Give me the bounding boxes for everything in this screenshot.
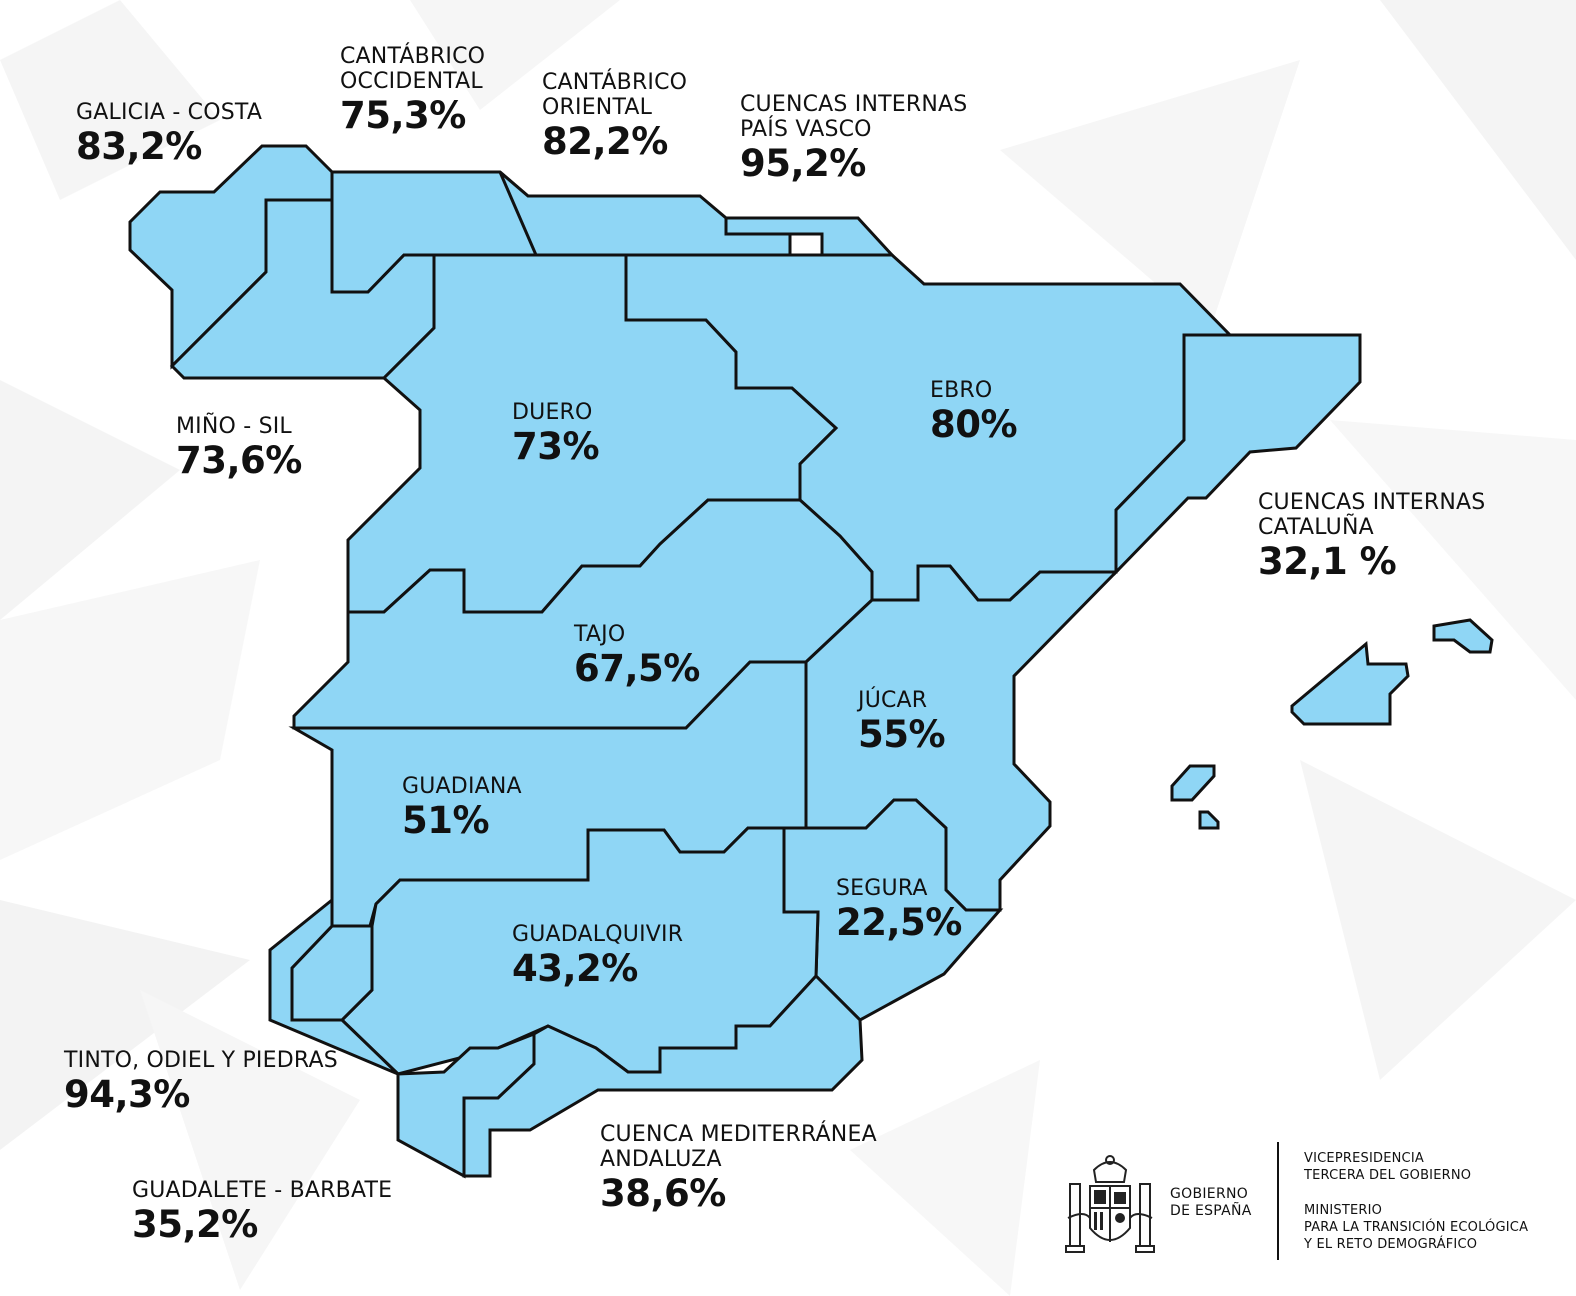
label-cantabrico-oriental: CANTÁBRICO ORIENTAL 82,2% [542,70,687,160]
island-mallorca[interactable] [1290,641,1410,726]
logo-divider [1277,1142,1279,1260]
basin-name: TINTO, ODIEL Y PIEDRAS [64,1048,338,1073]
basin-cataluna[interactable] [1114,333,1362,576]
basin-pais-vasco[interactable] [724,216,896,257]
basin-name: PAÍS VASCO [740,117,872,142]
basin-value: 55% [858,713,946,756]
basin-guadalete-barbate[interactable] [268,896,536,1179]
basin-value: 73,6% [176,439,302,482]
basin-name: MIÑO - SIL [176,414,292,439]
label-ebro: EBRO 80% [930,378,1018,446]
basin-mediterranea-andaluza[interactable] [462,973,864,1178]
label-pais-vasco: CUENCAS INTERNAS PAÍS VASCO 95,2% [740,92,967,182]
label-cantabrico-occidental: CANTÁBRICO OCCIDENTAL 75,3% [340,44,485,134]
basin-name: DUERO [512,400,593,425]
ministerio-text: MINISTERIO PARA LA TRANSICIÓN ECOLÓGICA … [1304,1203,1529,1252]
label-guadalete-barbate: GUADALETE - BARBATE 35,2% [132,1178,392,1243]
basin-name: GUADALETE - BARBATE [132,1178,393,1203]
basin-name: ANDALUZA [600,1147,722,1172]
basin-name: OCCIDENTAL [340,69,483,94]
basin-value: 51% [402,799,490,842]
government-logo: GOBIERNO DE ESPAÑA VICEPRESIDENCIA TERCE… [1060,1138,1570,1268]
label-guadalquivir: GUADALQUIVIR 43,2% [512,922,683,987]
basin-name: CATALUÑA [1258,515,1374,540]
basin-name: TAJO [574,622,626,647]
label-tinto-odiel-piedras: TINTO, ODIEL Y PIEDRAS 94,3% [64,1048,338,1113]
basin-value: 83,2% [76,125,202,168]
basin-name: GUADALQUIVIR [512,922,684,947]
basin-value: 80% [930,403,1018,446]
island-ibiza[interactable] [1170,764,1216,802]
basin-value: 22,5% [836,901,962,944]
basin-name: JÚCAR [858,688,928,713]
label-cataluna: CUENCAS INTERNAS CATALUÑA 32,1 % [1258,490,1485,580]
basin-name: GUADIANA [402,774,522,799]
label-jucar: JÚCAR 55% [858,688,946,756]
basin-name: EBRO [930,378,993,403]
label-segura: SEGURA 22,5% [836,876,962,941]
basin-value: 32,1 % [1258,540,1397,583]
gobierno-text: GOBIERNO DE ESPAÑA [1170,1186,1252,1219]
basin-name: SEGURA [836,876,928,901]
label-galicia-costa: GALICIA - COSTA 83,2% [76,100,262,165]
label-tajo: TAJO 67,5% [574,622,700,687]
label-mediterranea-andaluza: CUENCA MEDITERRÁNEA ANDALUZA 38,6% [600,1122,877,1212]
basin-name: CANTÁBRICO [340,44,486,69]
spain-coat-of-arms-icon [1065,1155,1155,1253]
basin-name: CUENCAS INTERNAS [740,92,968,117]
basin-value: 35,2% [132,1203,258,1246]
basin-value: 67,5% [574,647,700,690]
label-mino-sil: MIÑO - SIL 73,6% [176,414,302,479]
basin-value: 94,3% [64,1073,190,1116]
basin-name: CUENCA MEDITERRÁNEA [600,1122,877,1147]
basin-value: 73% [512,425,600,468]
basin-name: CUENCAS INTERNAS [1258,490,1486,515]
label-duero: DUERO 73% [512,400,600,468]
basin-value: 38,6% [600,1172,726,1215]
island-menorca[interactable] [1432,618,1494,654]
basin-name: GALICIA - COSTA [76,100,263,125]
basin-name: ORIENTAL [542,95,653,120]
basin-value: 95,2% [740,142,866,185]
island-formentera[interactable] [1198,810,1220,830]
vicepresidencia-text: VICEPRESIDENCIA TERCERA DEL GOBIERNO [1304,1151,1472,1183]
basin-value: 82,2% [542,120,668,163]
label-guadiana: GUADIANA 51% [402,774,522,839]
basin-value: 43,2% [512,947,638,990]
basin-name: CANTÁBRICO [542,70,688,95]
basin-value: 75,3% [340,94,466,137]
